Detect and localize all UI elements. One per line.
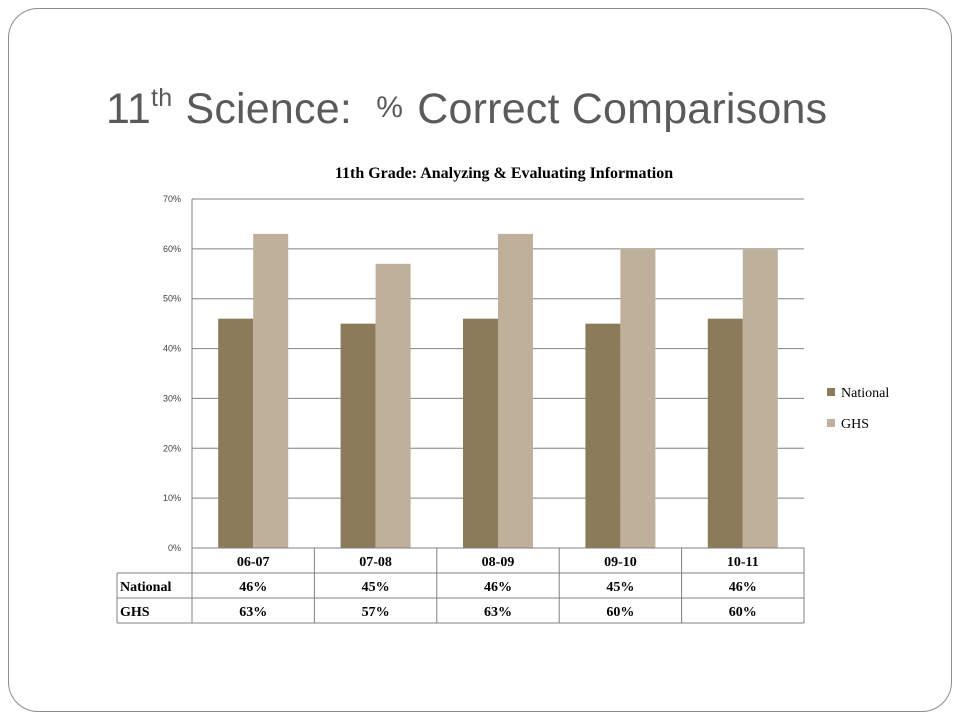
x-tick-label: 07-08 <box>359 555 392 570</box>
data-label: 63% <box>484 605 512 620</box>
bar-national-08-09 <box>463 318 498 548</box>
chart-title: 11th Grade: Analyzing & Evaluating Infor… <box>335 165 673 182</box>
data-label: 45% <box>606 580 634 595</box>
data-label: 60% <box>606 605 634 620</box>
title-subject: Science: <box>173 85 377 133</box>
legend-swatch-ghs <box>827 419 835 427</box>
y-tick-label: 60% <box>163 244 181 254</box>
y-tick-label: 50% <box>163 294 181 304</box>
y-tick-label: 10% <box>163 493 181 503</box>
legend-entry: National <box>841 386 889 401</box>
data-label: 46% <box>729 580 757 595</box>
bar-ghs-08-09 <box>498 233 533 548</box>
title-superscript: th <box>151 84 173 112</box>
table-row-label: National <box>120 580 171 595</box>
title-rest: Correct Comparisons <box>405 85 828 133</box>
x-tick-label: 06-07 <box>237 555 270 570</box>
y-tick-label: 30% <box>163 393 181 403</box>
bar-ghs-06-07 <box>253 233 289 548</box>
bar-ghs-10-11 <box>742 248 778 548</box>
title-percent-sign: % <box>376 91 404 124</box>
x-tick-label: 10-11 <box>727 555 759 570</box>
slide-title: 11th Science: % Correct Comparisons <box>106 84 827 134</box>
bar-national-09-10 <box>585 323 621 548</box>
bar-national-07-08 <box>340 323 376 548</box>
x-tick-label: 09-10 <box>604 555 637 570</box>
data-label: 63% <box>239 605 267 620</box>
data-label: 45% <box>362 580 390 595</box>
y-tick-label: 0% <box>168 543 181 553</box>
data-label: 46% <box>484 580 512 595</box>
title-number: 11 <box>106 85 152 133</box>
table-row-label: GHS <box>120 605 150 620</box>
legend-swatch-national <box>827 388 835 396</box>
data-label: 60% <box>729 605 757 620</box>
x-tick-label: 08-09 <box>482 555 515 570</box>
data-label: 57% <box>362 605 390 620</box>
bar-ghs-07-08 <box>375 263 411 548</box>
bar-national-06-07 <box>218 318 254 548</box>
y-tick-label: 70% <box>163 194 181 204</box>
legend-entry: GHS <box>841 417 869 432</box>
y-tick-label: 20% <box>163 443 181 453</box>
bar-ghs-09-10 <box>620 248 656 548</box>
y-tick-label: 40% <box>163 344 181 354</box>
data-label: 46% <box>239 580 267 595</box>
bar-national-10-11 <box>707 318 743 548</box>
